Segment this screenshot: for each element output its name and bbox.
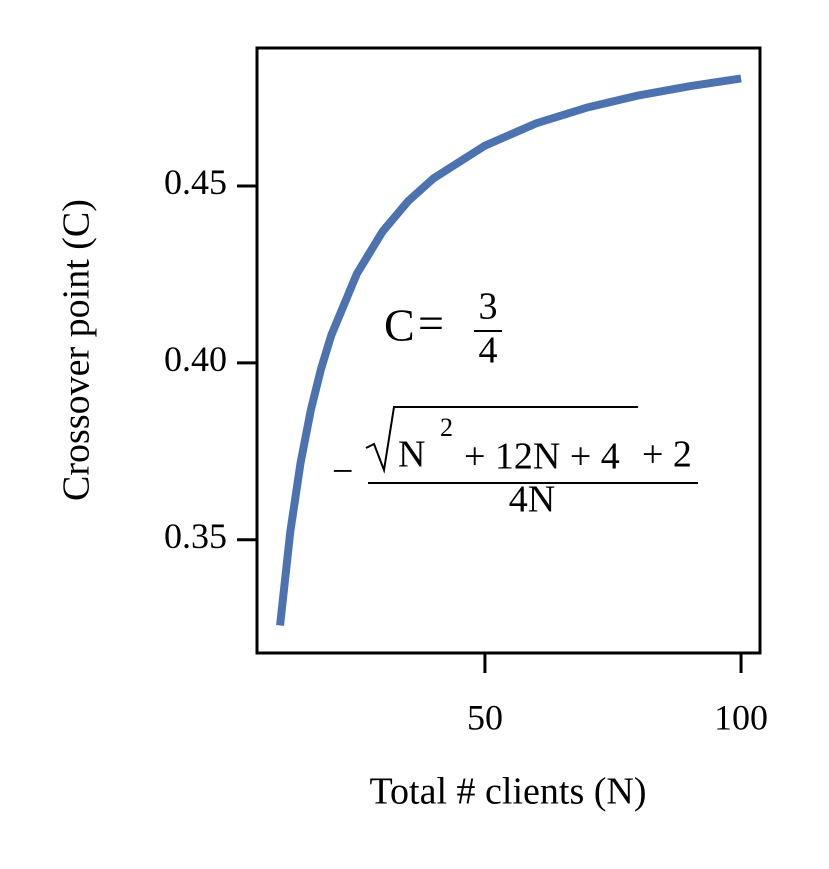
- data-line: [276, 74, 742, 626]
- formula-minus: −: [332, 451, 353, 493]
- x-tick-label: 50: [467, 697, 503, 737]
- formula-equals: =: [418, 298, 444, 349]
- x-axis-title: Total # clients (N): [370, 771, 647, 813]
- y-tick-label: 0.40: [164, 339, 227, 379]
- y-tick-label: 0.45: [164, 162, 227, 202]
- x-tick-label: 100: [714, 697, 768, 737]
- formula-rest: + 12N + 4: [464, 436, 620, 478]
- y-tick-label: 0.35: [164, 516, 227, 556]
- formula-exponent: 2: [440, 413, 453, 442]
- formula-lhs: C: [384, 300, 415, 351]
- plot-frame: [255, 46, 762, 655]
- formula-denominator: 4: [479, 330, 498, 372]
- y-axis-title: Crossover point (C): [56, 199, 98, 501]
- formula-numerator: 3: [479, 286, 498, 328]
- formula-radicand: N: [398, 434, 425, 476]
- formula: C = 3 4 − N 2 + 12N + 4 + 2 4N: [332, 286, 698, 521]
- formula-divisor: 4N: [509, 479, 555, 521]
- formula-plus-two: + 2: [642, 434, 692, 476]
- radical-sign: [365, 406, 638, 474]
